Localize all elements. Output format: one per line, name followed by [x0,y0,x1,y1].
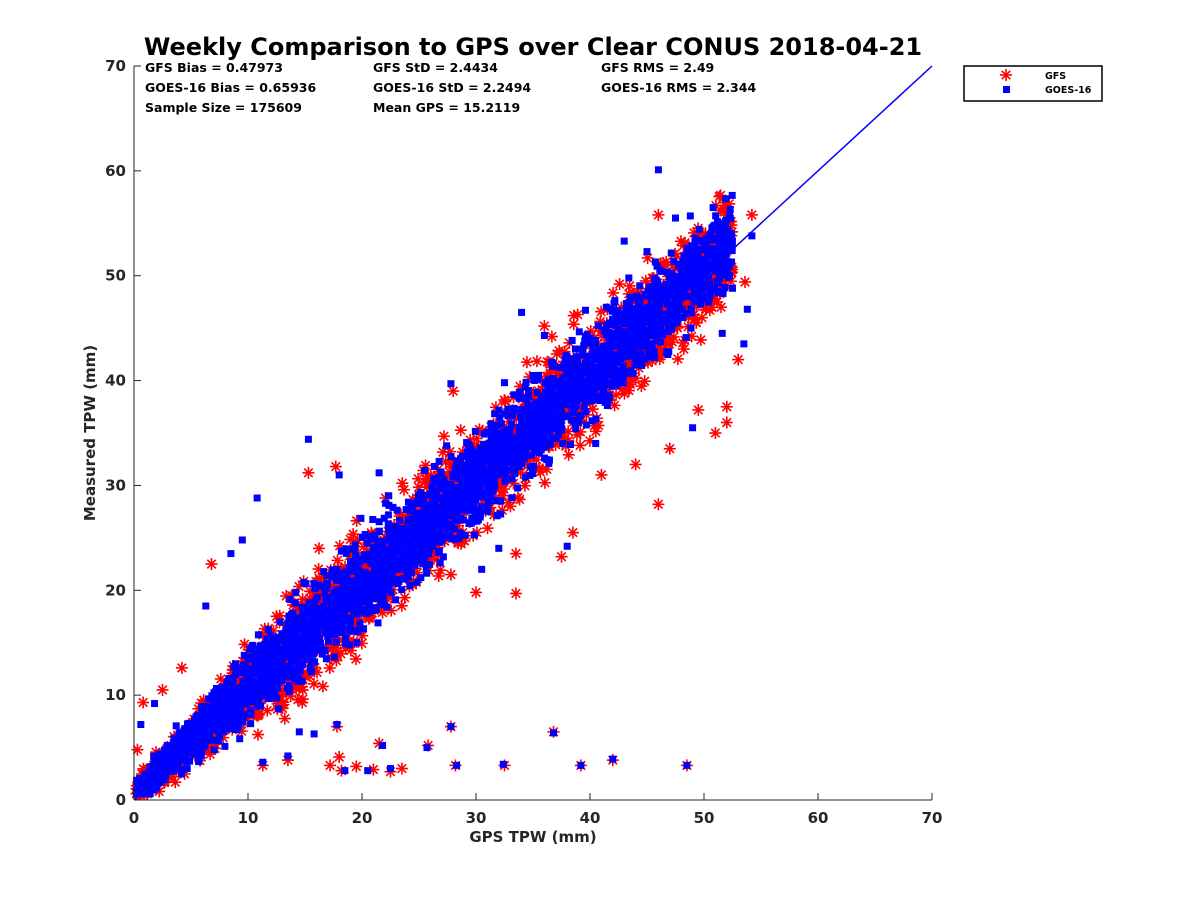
stat-mean-gps: Mean GPS = 15.2119 [373,100,520,115]
stat-sample-size: Sample Size = 175609 [145,100,302,115]
data-point [314,543,324,554]
data-point [239,639,250,650]
data-point [280,713,290,724]
data-point [397,478,408,489]
stat-goes16-rms: GOES-16 RMS = 2.344 [601,80,756,95]
data-point [271,611,282,622]
data-point [608,288,618,298]
stat-goes16-bias: GOES-16 Bias = 0.65936 [145,80,316,95]
data-point [676,236,686,247]
data-point [357,630,368,641]
data-point [170,777,181,788]
data-point [585,436,595,446]
stat-gfs-std: GFS StD = 2.4434 [373,60,498,75]
data-point [309,679,319,689]
data-point [336,649,346,659]
data-point [413,473,423,484]
data-point [313,564,324,574]
data-point [696,335,706,345]
stat-gfs-rms: GFS RMS = 2.49 [601,60,714,75]
data-point [324,663,335,673]
data-point [334,541,345,551]
stats-block: GFS Bias = 0.47973 GFS StD = 2.4434 GFS … [145,60,756,115]
stat-goes16-std: GOES-16 StD = 2.2494 [373,80,531,95]
data-point [575,440,585,451]
data-point [138,763,149,774]
data-point [433,571,444,581]
chart-title: Weekly Comparison to GPS over Clear CONU… [144,33,922,61]
data-point [455,425,466,436]
stat-gfs-bias: GFS Bias = 0.47973 [145,60,283,75]
data-point [609,400,620,411]
